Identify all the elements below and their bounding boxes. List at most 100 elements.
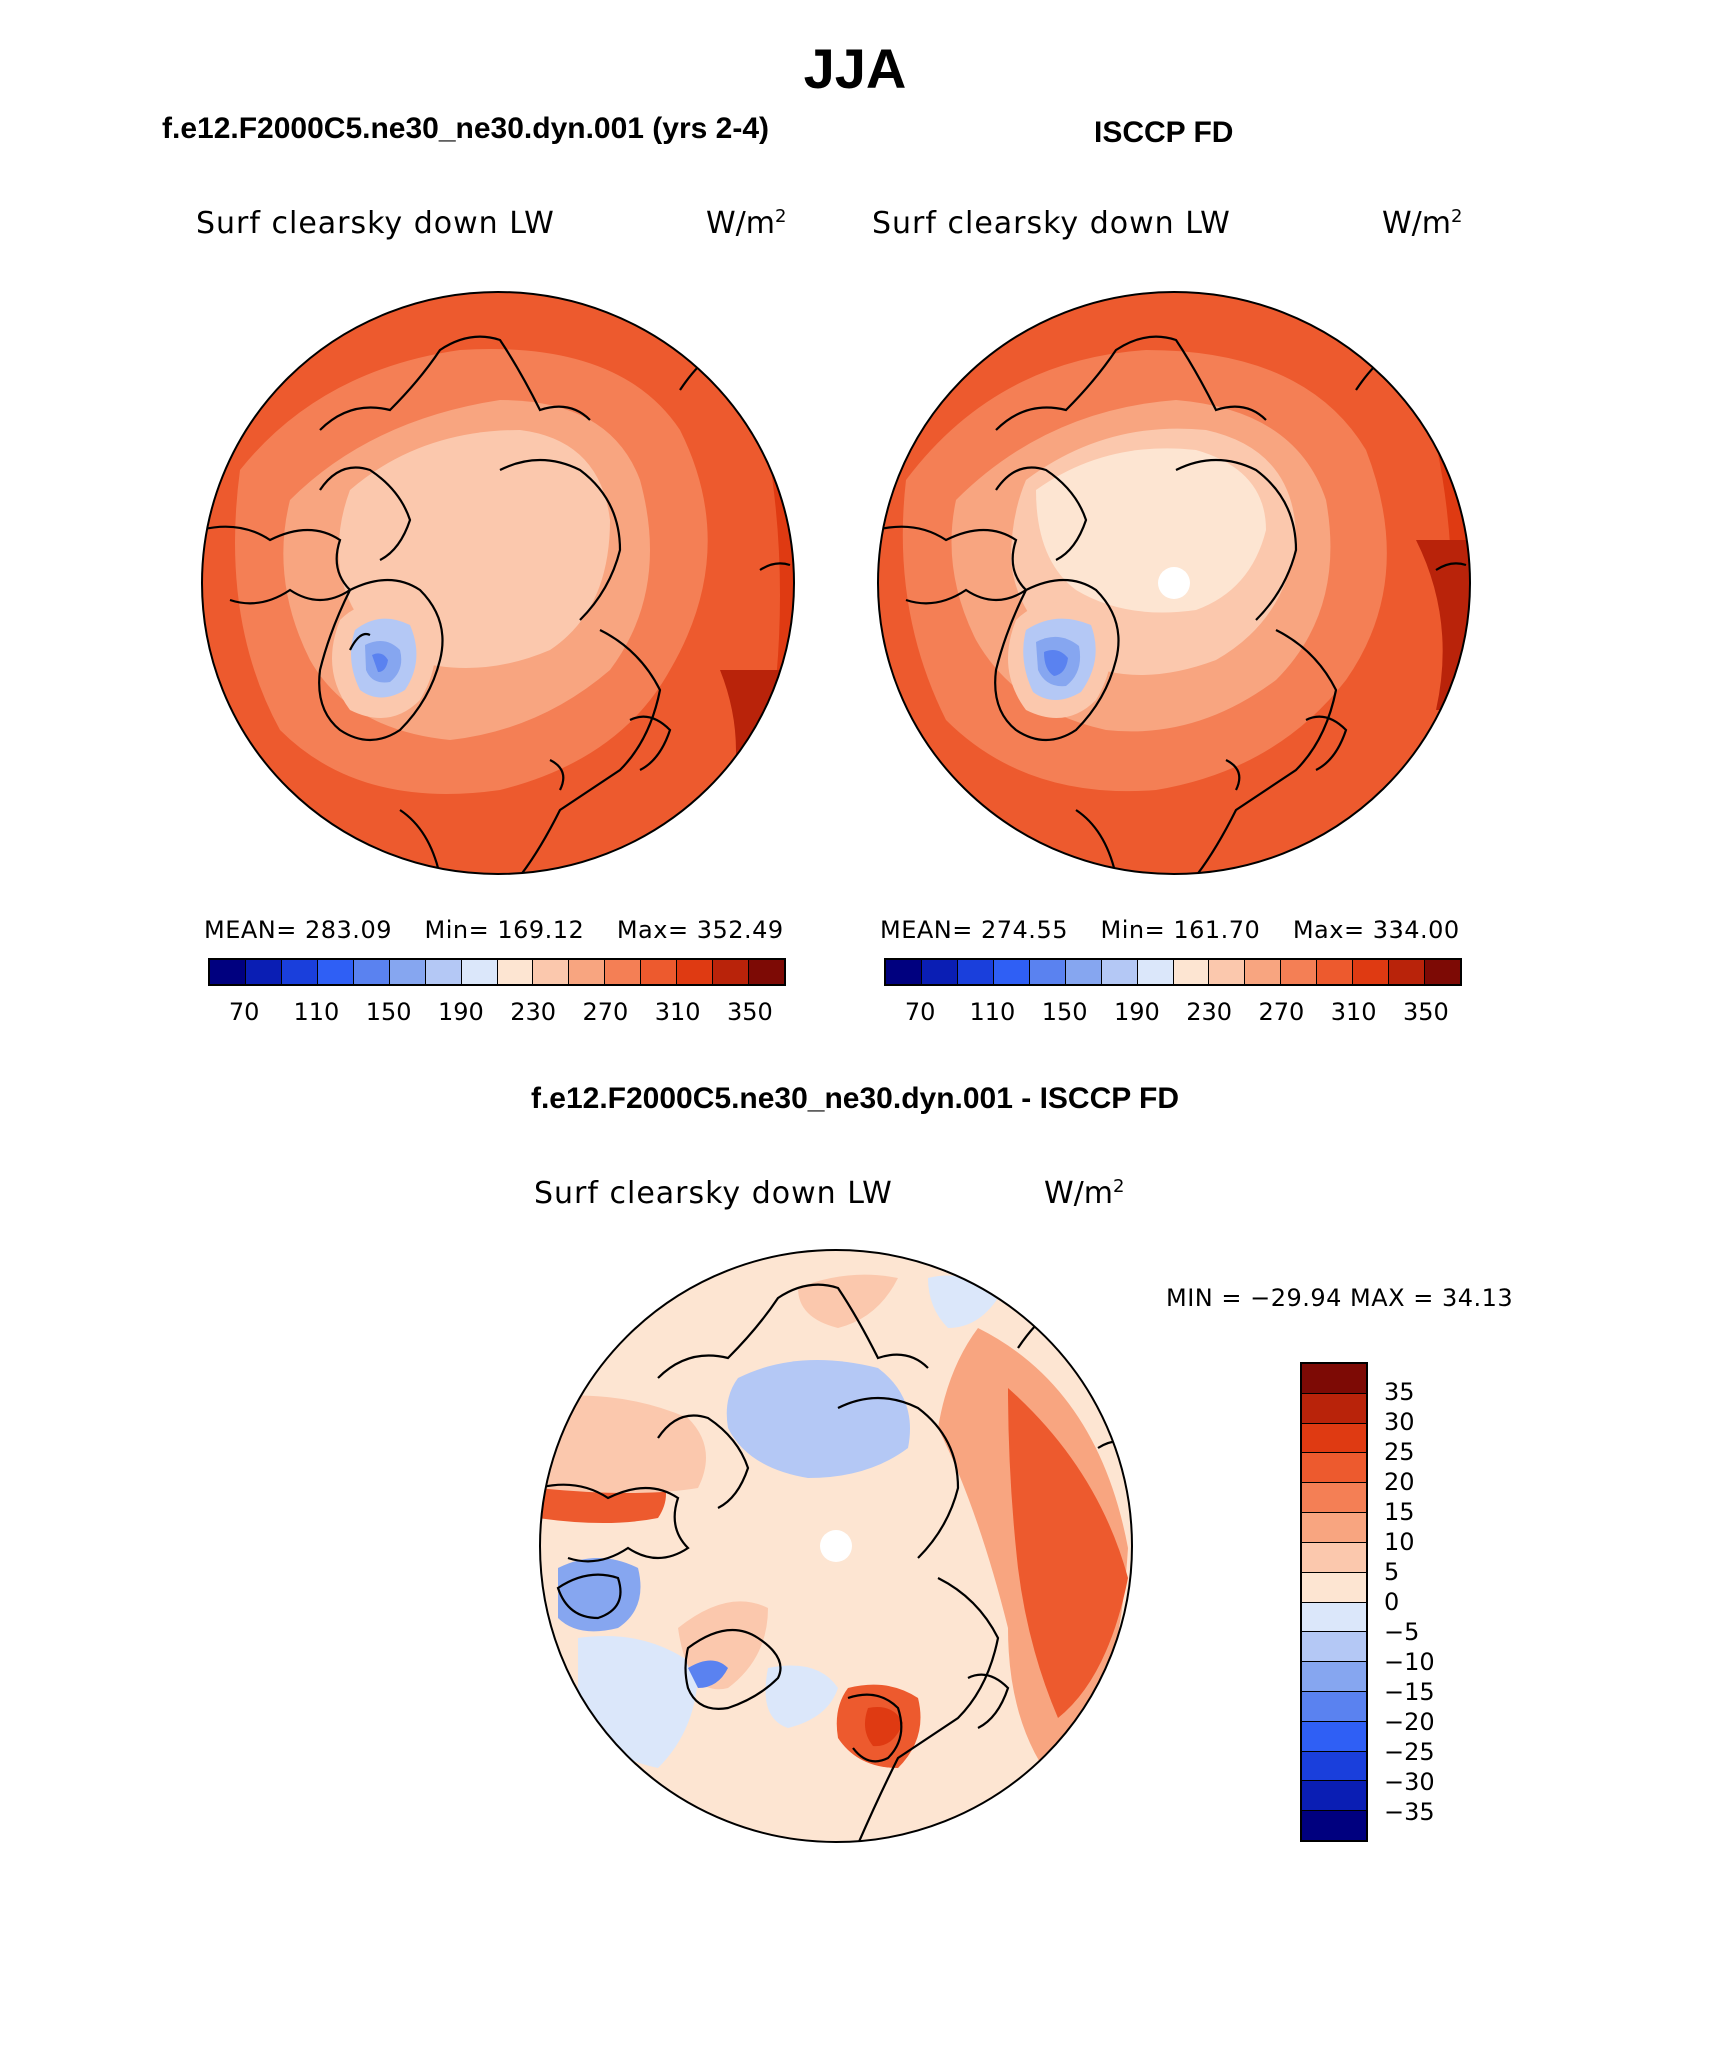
- colorbar-swatch: [533, 960, 570, 984]
- colorbar-swatch: [605, 960, 642, 984]
- colorbar-tick-label: 270: [1258, 998, 1305, 1026]
- colorbar-swatch: [886, 960, 922, 984]
- map-border: [877, 291, 1471, 875]
- colorbar-swatch: [1065, 960, 1102, 984]
- main-title: JJA: [803, 37, 907, 100]
- colorbar-swatch: [1245, 960, 1282, 984]
- colorbar-tick-label: 230: [1186, 998, 1233, 1026]
- missing-pole: [1158, 567, 1190, 599]
- colorbar-swatch: [1302, 1542, 1366, 1573]
- missing-pole: [820, 1530, 852, 1562]
- panel-title-obs: ISCCP FD: [1094, 116, 1234, 149]
- field-fill: [726, 1360, 910, 1478]
- colorbar-tick-label: 350: [726, 998, 773, 1026]
- field-fill: [798, 1274, 898, 1328]
- colorbar-tick-label: 25: [1384, 1438, 1415, 1466]
- stats-model: MEAN= 283.09 Min= 169.12 Max= 352.49: [204, 916, 784, 944]
- colorbar-tick-label: −20: [1384, 1708, 1435, 1736]
- colorbar-swatch: [1302, 1721, 1366, 1752]
- colorbar-swatch: [245, 960, 282, 984]
- colorbar-tick-label: −30: [1384, 1768, 1435, 1796]
- colorbar-ticks-diff: 35 30 25 20 15 10 5 0 −5 −10 −15 −20 −25 −30 −35: [1384, 1362, 1464, 1842]
- field-fill: [1008, 1388, 1128, 1718]
- colorbar-swatch: [425, 960, 462, 984]
- colorbar-swatch: [641, 960, 678, 984]
- colorbar-swatch: [1209, 960, 1246, 984]
- coastlines: [540, 1283, 1129, 1842]
- colorbar-swatch: [1302, 1453, 1366, 1484]
- colorbar-tick-label: 110: [969, 998, 1016, 1026]
- diff-minmax: MIN = −29.94 MAX = 34.13: [1166, 1284, 1514, 1312]
- colorbar-swatch: [1353, 960, 1390, 984]
- colorbar-obs: [884, 958, 1462, 986]
- colorbar-tick-label: 10: [1384, 1528, 1415, 1556]
- min-value: 161.70: [1173, 916, 1261, 944]
- colorbar-swatch: [1281, 960, 1318, 984]
- min-label: Min=: [424, 916, 490, 944]
- colorbar-tick-label: 30: [1384, 1408, 1415, 1436]
- colorbar-swatch: [713, 960, 750, 984]
- min-label: Min=: [1100, 916, 1166, 944]
- colorbar-swatch: [1302, 1751, 1366, 1782]
- colorbar-tick-label: 350: [1402, 998, 1449, 1026]
- colorbar-swatch: [921, 960, 958, 984]
- colorbar-swatch: [1029, 960, 1066, 984]
- colorbar-tick-label: 270: [582, 998, 629, 1026]
- colorbar-tick-label: 20: [1384, 1468, 1415, 1496]
- field-fill: [688, 1660, 728, 1688]
- max-label: Max=: [616, 916, 689, 944]
- colorbar-swatch: [957, 960, 994, 984]
- colorbar-swatch: [1302, 1691, 1366, 1722]
- polar-map-obs: [877, 291, 1471, 875]
- colorbar-diff: [1300, 1362, 1368, 1842]
- map-border: [539, 1249, 1133, 1843]
- colorbar-swatch: [1302, 1662, 1366, 1692]
- colorbar-swatch: [461, 960, 498, 984]
- colorbar-swatch: [1302, 1423, 1366, 1454]
- colorbar-swatch: [353, 960, 390, 984]
- colorbar-tick-label: 310: [1330, 998, 1377, 1026]
- colorbar-swatch: [993, 960, 1030, 984]
- mean-value: 274.55: [981, 916, 1068, 944]
- polar-map-diff: [539, 1249, 1133, 1843]
- colorbar-tick-label: 230: [510, 998, 557, 1026]
- colorbar-swatch: [1302, 1811, 1366, 1840]
- colorbar-swatch: [1302, 1602, 1366, 1633]
- field-fill: [372, 653, 388, 672]
- colorbar-swatch: [1173, 960, 1210, 984]
- colorbar-swatch: [1302, 1483, 1366, 1514]
- colorbar-swatch: [749, 960, 784, 984]
- colorbar-tick-label: 190: [437, 998, 484, 1026]
- colorbar-tick-label: 150: [365, 998, 412, 1026]
- min-value: 169.12: [497, 916, 585, 944]
- colorbar-swatch: [281, 960, 318, 984]
- colorbar-swatch: [210, 960, 246, 984]
- colorbar-swatch: [1302, 1781, 1366, 1812]
- colorbar-model: [208, 958, 786, 986]
- colorbar-swatch: [1302, 1632, 1366, 1663]
- polar-map-model: [201, 291, 795, 875]
- colorbar-tick-label: −35: [1384, 1798, 1435, 1826]
- mean-label: MEAN=: [880, 916, 973, 944]
- mean-value: 283.09: [305, 916, 392, 944]
- colorbar-swatch: [1101, 960, 1138, 984]
- units-label-model: W/m2: [706, 206, 787, 241]
- colorbar-tick-label: 15: [1384, 1498, 1415, 1526]
- colorbar-tick-label: 0: [1384, 1588, 1400, 1616]
- colorbar-tick-label: 150: [1041, 998, 1088, 1026]
- colorbar-swatch: [677, 960, 714, 984]
- colorbar-swatch: [1302, 1572, 1366, 1603]
- field-fill: [765, 1665, 838, 1728]
- colorbar-swatch: [1302, 1393, 1366, 1424]
- field-fill: [1036, 448, 1266, 613]
- max-label: Max=: [1292, 916, 1365, 944]
- colorbar-tick-label: 35: [1384, 1378, 1415, 1406]
- colorbar-ticks-model: 70 110 150 190 230 270 310 350: [208, 998, 786, 1028]
- coastlines: [202, 335, 791, 874]
- colorbar-swatch: [569, 960, 606, 984]
- colorbar-tick-label: 190: [1113, 998, 1160, 1026]
- colorbar-tick-label: 110: [293, 998, 340, 1026]
- field-fill: [864, 1707, 903, 1747]
- colorbar-tick-label: −25: [1384, 1738, 1435, 1766]
- variable-label-diff: Surf clearsky down LW: [534, 1176, 893, 1211]
